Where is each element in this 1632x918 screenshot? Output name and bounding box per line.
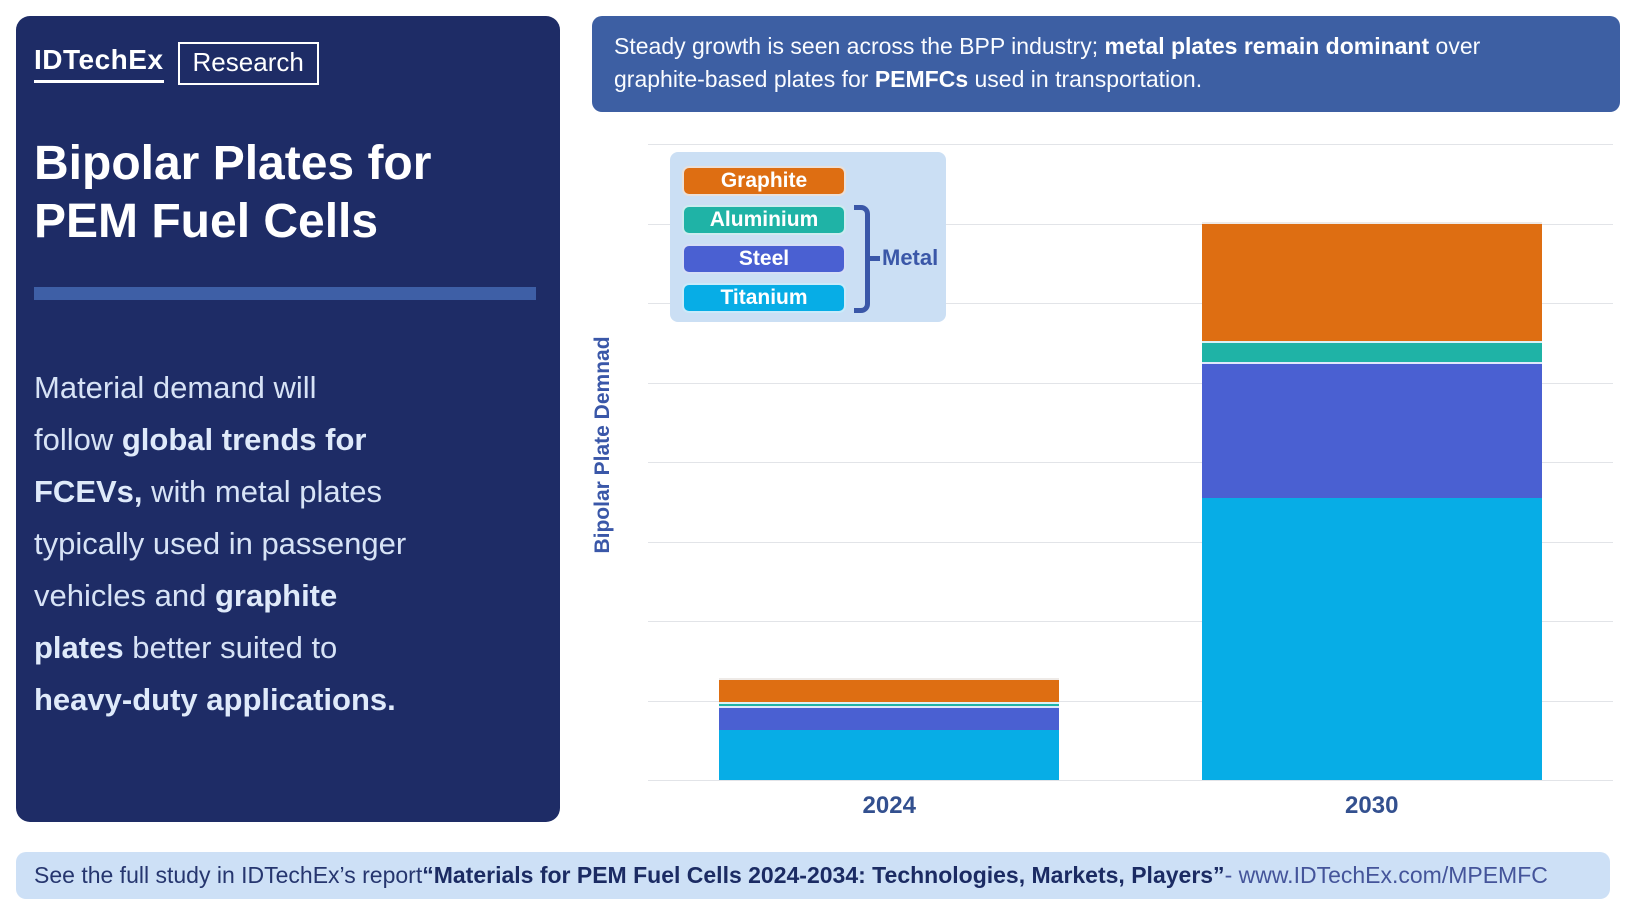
page-title: Bipolar Plates for PEM Fuel Cells (34, 137, 432, 248)
brand-logo-research-badge: Research (177, 42, 319, 85)
x-axis-label-2024: 2024 (862, 792, 916, 819)
bar-segment-titanium-2024 (719, 729, 1060, 780)
gridline (648, 621, 1613, 622)
gridline (648, 382, 1613, 384)
report-reference-footer: See the full study in IDTechEx’s report … (16, 852, 1610, 899)
bar-segment-aluminium-2024 (719, 702, 1060, 707)
bar-segment-steel-2030 (1201, 361, 1542, 498)
brand-logo-idtechex: IDTechEx (34, 44, 164, 83)
bar-segment-graphite-2030 (1201, 221, 1542, 342)
brand-logo: IDTechEx Research (34, 42, 540, 85)
x-axis-label-2030: 2030 (1345, 792, 1399, 819)
gridline (648, 223, 1613, 225)
left-info-card: IDTechEx Research Bipolar Plates for PEM… (16, 16, 560, 822)
bar-segment-titanium-2030 (1201, 497, 1542, 780)
bar-segment-aluminium-2030 (1201, 341, 1542, 362)
gridline (648, 144, 1613, 145)
y-axis-label: Bipolar Plate Demnad (591, 336, 614, 554)
gridline (648, 780, 1613, 781)
metal-group-bracket-icon (854, 205, 870, 313)
legend-pill-aluminium: Aluminium (682, 205, 846, 235)
metal-group-bracket-tick (870, 256, 880, 261)
chart-legend: Graphite Aluminium Steel Titanium Metal (670, 152, 946, 322)
headline-banner: Steady growth is seen across the BPP ind… (592, 16, 1620, 112)
legend-pill-titanium: Titanium (682, 283, 846, 313)
metal-group-label: Metal (882, 245, 939, 270)
bar-segment-graphite-2024 (719, 678, 1060, 703)
gridline (648, 303, 1613, 304)
bar-segment-steel-2024 (719, 706, 1060, 730)
title-divider-bar (34, 287, 536, 301)
legend-pill-graphite: Graphite (682, 166, 846, 196)
legend-pill-steel: Steel (682, 244, 846, 274)
summary-paragraph: Material demand will follow global trends… (34, 370, 407, 718)
gridline (648, 541, 1613, 543)
gridline (648, 700, 1613, 702)
gridline (648, 462, 1613, 463)
